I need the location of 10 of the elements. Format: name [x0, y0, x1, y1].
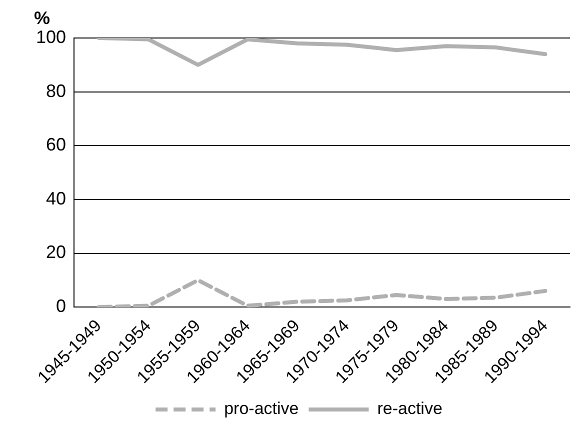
- y-tick-label: 80: [46, 80, 66, 101]
- y-tick-label: 40: [46, 188, 66, 208]
- y-tick-label: 100: [36, 26, 66, 47]
- y-tick-label: 20: [46, 242, 66, 262]
- line-series: [96, 278, 548, 308]
- y-tick-label: 0: [56, 296, 66, 316]
- legend-label: pro-active: [224, 399, 299, 418]
- legend-label: re-active: [377, 399, 442, 418]
- y-tick-label: 60: [46, 134, 66, 155]
- y-axis-title: %: [34, 8, 50, 29]
